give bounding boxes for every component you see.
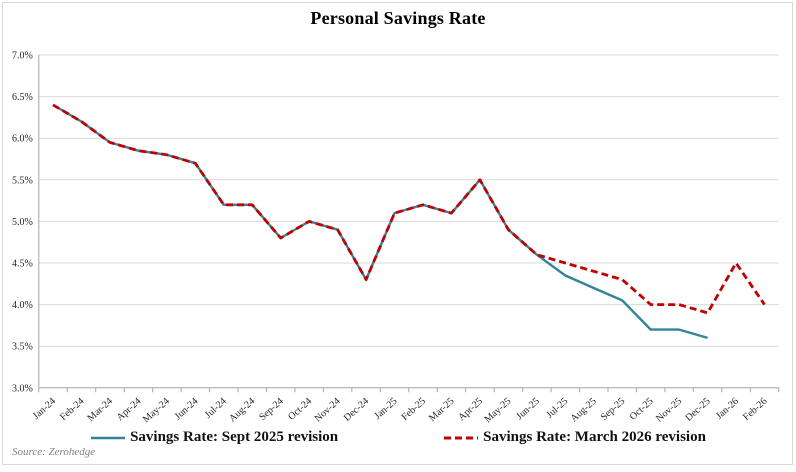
x-tick-label: Apr-25 (456, 396, 485, 423)
chart-title: Personal Savings Rate (310, 8, 486, 28)
series-line-march-2026 (52, 103, 766, 315)
x-tick-label: Feb-25 (400, 396, 428, 423)
y-tick-label: 3.0% (12, 383, 33, 394)
y-tick-label: 4.5% (12, 259, 33, 270)
legend-item-sept-2025: Savings Rate: Sept 2025 revision (90, 429, 338, 446)
legend-label-march-2026: Savings Rate: March 2026 revision (483, 429, 706, 445)
x-tick-label: Dec-24 (342, 396, 371, 424)
x-tick-label: Jul-24 (203, 396, 229, 421)
x-tick-label: Oct-24 (286, 396, 314, 423)
x-tick-label: Jul-25 (544, 396, 570, 421)
x-tick-label: Feb-26 (741, 396, 769, 423)
x-tick-label: Nov-24 (313, 396, 343, 425)
x-tick-label: Aug-24 (227, 396, 257, 425)
x-tick-label: Jan-26 (714, 396, 741, 422)
x-tick-label: May-24 (141, 396, 172, 425)
y-tick-label: 5.5% (12, 175, 33, 186)
x-tick-label: Nov-25 (654, 396, 684, 425)
x-tick-label: Jan-25 (372, 396, 399, 422)
dashed-line-swatch-icon (444, 436, 479, 439)
y-tick-label: 5.0% (12, 217, 33, 228)
y-tick-label: 4.0% (12, 300, 33, 311)
x-tick-label: Apr-24 (115, 396, 144, 423)
y-tick-label: 3.5% (12, 342, 33, 353)
x-tick-label: Mar-24 (85, 396, 115, 424)
y-tick-label: 7.0% (12, 51, 33, 62)
legend-item-march-2026: Savings Rate: March 2026 revision (443, 429, 706, 446)
x-tick-label: Jun-25 (514, 396, 542, 422)
y-tick-label: 6.0% (12, 134, 33, 145)
x-tick-label: Sep-25 (599, 396, 627, 423)
x-tick-label: Jan-24 (31, 396, 58, 422)
x-tick-label: Mar-25 (427, 396, 457, 424)
x-tick-label: May-25 (482, 396, 513, 425)
x-tick-label: Sep-24 (257, 396, 285, 423)
chart-legend: Savings Rate: Sept 2025 revision Savings… (0, 429, 796, 446)
x-tick-label: Jun-24 (173, 396, 201, 422)
x-tick-label: Aug-25 (569, 396, 599, 425)
y-tick-label: 6.5% (12, 92, 33, 103)
x-tick-label: Oct-25 (628, 396, 656, 423)
solid-line-swatch-icon (91, 436, 126, 439)
source-note: Source: Zerohedge (12, 446, 96, 458)
x-tick-label: Dec-25 (683, 396, 712, 424)
x-tick-label: Feb-24 (58, 396, 86, 423)
legend-label-sept-2025: Savings Rate: Sept 2025 revision (130, 429, 339, 445)
